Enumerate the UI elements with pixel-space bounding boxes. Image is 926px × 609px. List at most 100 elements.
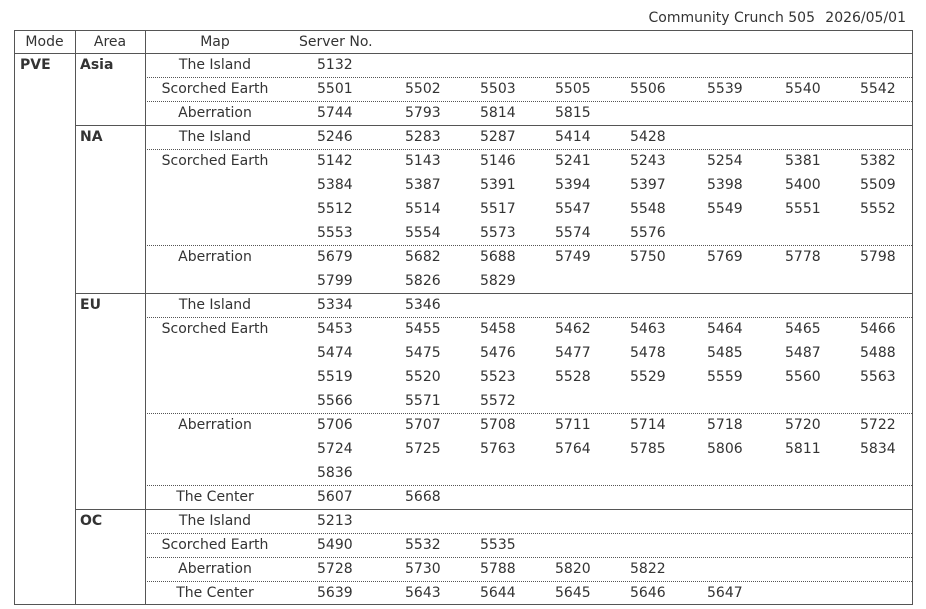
- server-number: 5462: [555, 321, 591, 337]
- table-border: [14, 30, 913, 605]
- server-number: 5384: [317, 177, 353, 193]
- server-number: 5718: [707, 417, 743, 433]
- server-number: 5505: [555, 81, 591, 97]
- server-number: 5724: [317, 441, 353, 457]
- server-number: 5552: [860, 201, 896, 217]
- server-number: 5542: [860, 81, 896, 97]
- server-number: 5834: [860, 441, 896, 457]
- server-number: 5254: [707, 153, 743, 169]
- area-cell: EU: [80, 297, 101, 313]
- server-number: 5387: [405, 177, 441, 193]
- row-divider: [145, 485, 912, 486]
- server-number: 5730: [405, 561, 441, 577]
- server-number: 5501: [317, 81, 353, 97]
- row-divider: [145, 245, 912, 246]
- server-number: 5455: [405, 321, 441, 337]
- server-number: 5574: [555, 225, 591, 241]
- server-number: 5509: [860, 177, 896, 193]
- server-number: 5643: [405, 585, 441, 601]
- server-number: 5397: [630, 177, 666, 193]
- server-number: 5553: [317, 225, 353, 241]
- server-number: 5400: [785, 177, 821, 193]
- column-divider: [145, 30, 146, 605]
- server-number: 5576: [630, 225, 666, 241]
- server-number: 5391: [480, 177, 516, 193]
- server-number: 5722: [860, 417, 896, 433]
- row-divider: [75, 125, 913, 126]
- server-number: 5707: [405, 417, 441, 433]
- server-number: 5799: [317, 273, 353, 289]
- server-number: 5287: [480, 129, 516, 145]
- server-number: 5532: [405, 537, 441, 553]
- server-number: 5811: [785, 441, 821, 457]
- server-number: 5528: [555, 369, 591, 385]
- server-number: 5728: [317, 561, 353, 577]
- row-divider: [145, 533, 912, 534]
- header-date: 2026/05/01: [825, 10, 906, 26]
- server-number: 5465: [785, 321, 821, 337]
- server-number: 5428: [630, 129, 666, 145]
- server-number: 5826: [405, 273, 441, 289]
- column-header: Mode: [25, 34, 64, 50]
- server-number: 5682: [405, 249, 441, 265]
- column-header: Area: [93, 34, 127, 50]
- column-divider: [75, 30, 76, 605]
- map-cell: Scorched Earth: [161, 321, 269, 337]
- server-number: 5769: [707, 249, 743, 265]
- area-cell: Asia: [80, 57, 114, 73]
- server-number: 5549: [707, 201, 743, 217]
- server-number: 5520: [405, 369, 441, 385]
- map-cell: The Island: [178, 297, 252, 313]
- server-number: 5639: [317, 585, 353, 601]
- server-number: 5547: [555, 201, 591, 217]
- server-number: 5645: [555, 585, 591, 601]
- server-number: 5475: [405, 345, 441, 361]
- server-number: 5793: [405, 105, 441, 121]
- server-number: 5514: [405, 201, 441, 217]
- server-number: 5548: [630, 201, 666, 217]
- server-number: 5503: [480, 81, 516, 97]
- server-number: 5806: [707, 441, 743, 457]
- map-cell: Scorched Earth: [161, 537, 269, 553]
- row-divider: [145, 77, 912, 78]
- server-number: 5785: [630, 441, 666, 457]
- server-number: 5535: [480, 537, 516, 553]
- server-number: 5464: [707, 321, 743, 337]
- server-number: 5646: [630, 585, 666, 601]
- server-number: 5453: [317, 321, 353, 337]
- server-number: 5523: [480, 369, 516, 385]
- server-number: 5142: [317, 153, 353, 169]
- server-number: 5517: [480, 201, 516, 217]
- server-number: 5607: [317, 489, 353, 505]
- area-cell: NA: [80, 129, 103, 145]
- server-number: 5476: [480, 345, 516, 361]
- server-number: 5477: [555, 345, 591, 361]
- server-number: 5750: [630, 249, 666, 265]
- server-number: 5798: [860, 249, 896, 265]
- server-number: 5519: [317, 369, 353, 385]
- map-cell: The Island: [178, 57, 252, 73]
- server-number: 5720: [785, 417, 821, 433]
- server-number: 5478: [630, 345, 666, 361]
- server-number: 5559: [707, 369, 743, 385]
- header-title: Community Crunch 505: [648, 10, 816, 26]
- map-cell: The Center: [176, 489, 254, 505]
- map-cell: The Center: [176, 585, 254, 601]
- server-number: 5764: [555, 441, 591, 457]
- server-number: 5554: [405, 225, 441, 241]
- server-number: 5381: [785, 153, 821, 169]
- server-number: 5647: [707, 585, 743, 601]
- server-number: 5725: [405, 441, 441, 457]
- row-divider: [145, 101, 912, 102]
- map-cell: Aberration: [178, 105, 252, 121]
- server-number: 5132: [317, 57, 353, 73]
- row-divider: [145, 317, 912, 318]
- server-number: 5714: [630, 417, 666, 433]
- server-number: 5814: [480, 105, 516, 121]
- server-number: 5474: [317, 345, 353, 361]
- server-number: 5744: [317, 105, 353, 121]
- server-number: 5815: [555, 105, 591, 121]
- server-number: 5822: [630, 561, 666, 577]
- server-number: 5572: [480, 393, 516, 409]
